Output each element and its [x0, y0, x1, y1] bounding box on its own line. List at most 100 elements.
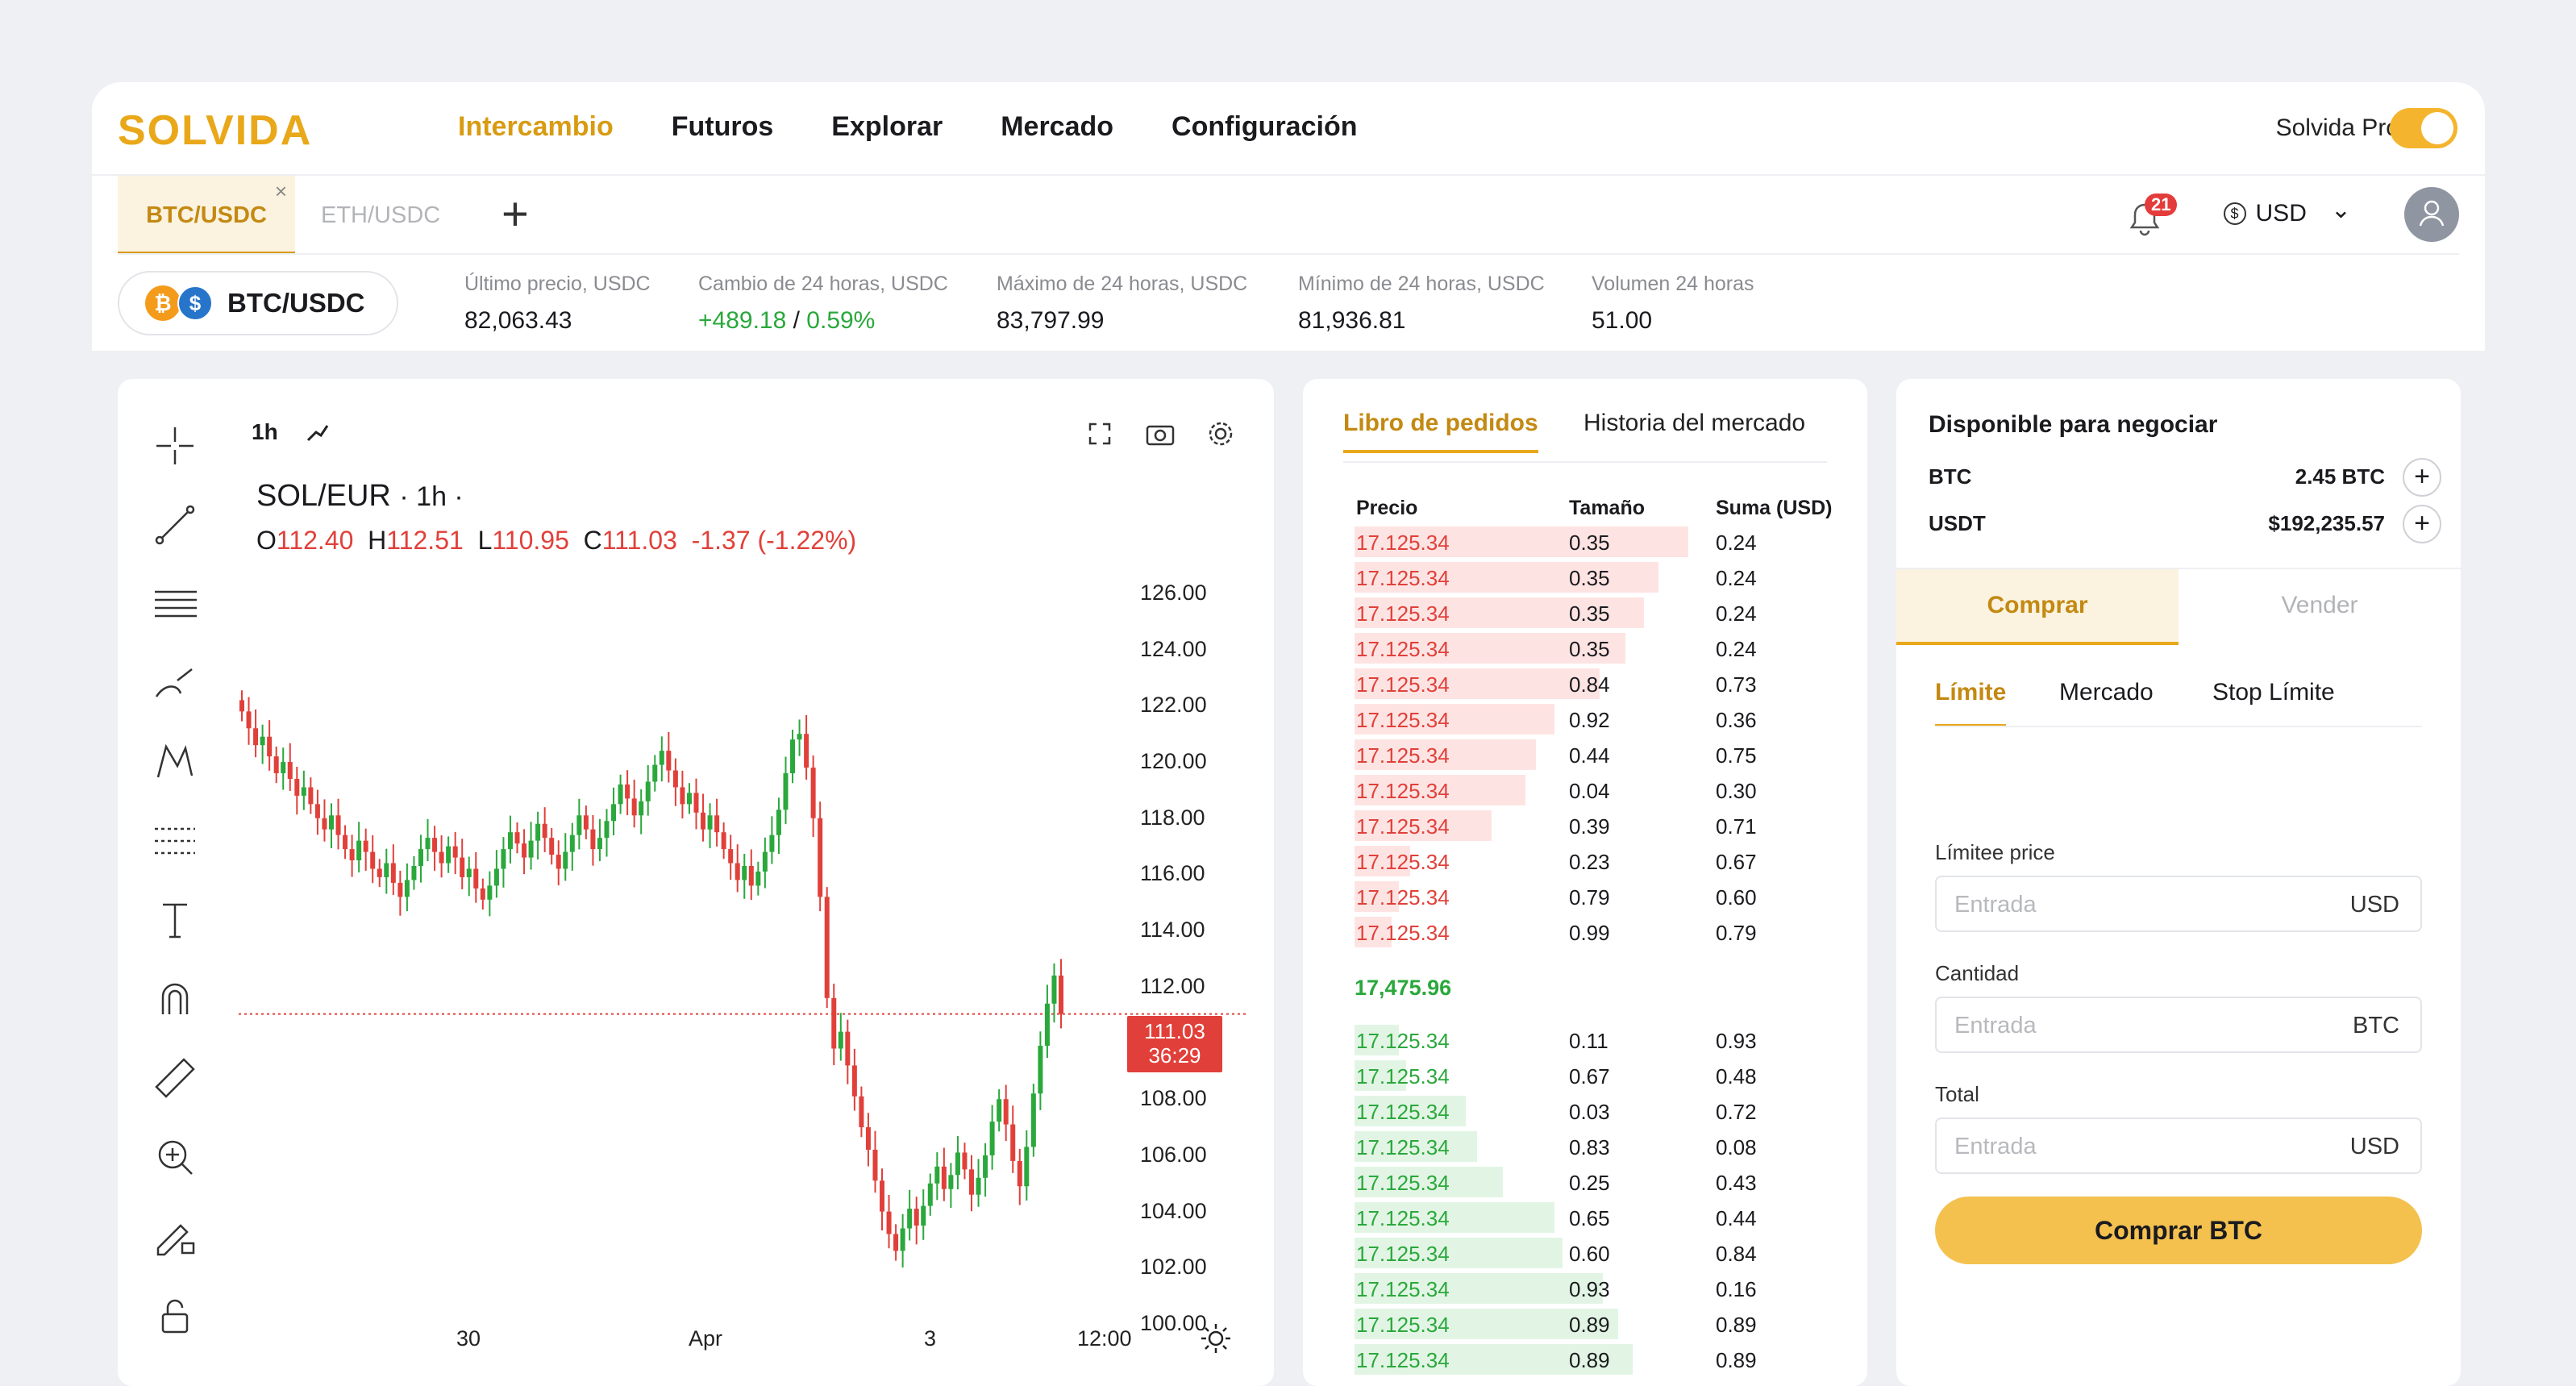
bid-row[interactable]: 17.125.34 0.65 0.44: [1343, 1201, 1835, 1234]
total-input[interactable]: [1954, 1130, 2309, 1163]
axis-settings-button[interactable]: [1198, 1321, 1234, 1360]
sell-tab[interactable]: Vender: [2281, 592, 2358, 618]
buy-btc-button[interactable]: Comprar BTC: [1935, 1197, 2422, 1264]
depth-bar: [1355, 1025, 1399, 1055]
order-type-stop-limit[interactable]: Stop Límite: [2212, 679, 2335, 705]
fullscreen-button[interactable]: [1085, 419, 1114, 454]
balance-amount: $192,235.57: [2268, 511, 2385, 535]
depth-bar: [1355, 1309, 1618, 1339]
ask-row[interactable]: 17.125.34 0.99 0.79: [1343, 916, 1835, 948]
pattern-tool[interactable]: [148, 735, 202, 789]
indicator-button[interactable]: [305, 419, 331, 451]
bid-row[interactable]: 17.125.34 0.03 0.72: [1343, 1095, 1835, 1127]
solvida-logo[interactable]: SOLVIDA: [118, 107, 313, 154]
bid-row[interactable]: 17.125.34 0.60 0.84: [1343, 1237, 1835, 1269]
chart-settings-button[interactable]: [1206, 419, 1235, 454]
candle: [1059, 959, 1063, 1029]
user-avatar[interactable]: [2404, 187, 2459, 242]
nav-mercado[interactable]: Mercado: [1001, 111, 1114, 142]
brush-tool[interactable]: [148, 656, 202, 710]
ask-row[interactable]: 17.125.34 0.35 0.24: [1343, 632, 1835, 664]
screenshot-button[interactable]: [1145, 419, 1176, 454]
pair-selector[interactable]: ₿ $ BTC/USDC: [118, 271, 398, 335]
zoom-tool[interactable]: [148, 1130, 202, 1184]
fib-tool[interactable]: [148, 577, 202, 631]
ask-row[interactable]: 17.125.34 0.84 0.73: [1343, 668, 1835, 700]
ohlc-close: 111.03: [601, 526, 677, 555]
row-price: 17.125.34: [1356, 1348, 1450, 1372]
bid-row[interactable]: 17.125.34 0.83 0.08: [1343, 1130, 1835, 1163]
divider: [118, 253, 2459, 255]
solvida-pro-toggle[interactable]: [2390, 108, 2457, 148]
row-sum: 0.24: [1716, 637, 1757, 661]
deposit-usdt-button[interactable]: +: [2403, 505, 2441, 543]
candle: [769, 816, 775, 864]
user-icon: [2419, 200, 2445, 227]
candle: [439, 835, 444, 878]
row-sum: 0.24: [1716, 566, 1757, 590]
ask-row[interactable]: 17.125.34 0.92 0.36: [1343, 703, 1835, 735]
ask-row[interactable]: 17.125.34 0.44 0.75: [1343, 739, 1835, 771]
candle: [631, 780, 637, 828]
ruler-tool[interactable]: [148, 1051, 202, 1105]
prediction-tool[interactable]: [148, 814, 202, 868]
ask-row[interactable]: 17.125.34 0.35 0.24: [1343, 597, 1835, 629]
col-header-sum: Suma (USD): [1716, 497, 1833, 519]
order-type-limit[interactable]: Límite: [1935, 679, 2007, 727]
limit-price-input[interactable]: [1954, 889, 2309, 921]
row-size: 0.04: [1569, 779, 1610, 803]
magnet-tool[interactable]: [148, 972, 202, 1026]
tab-order-book[interactable]: Libro de pedidos: [1343, 410, 1538, 453]
ask-row[interactable]: 17.125.34 0.35 0.24: [1343, 526, 1835, 558]
divider: [1935, 726, 2422, 727]
crosshair-tool[interactable]: [148, 419, 202, 472]
ask-row[interactable]: 17.125.34 0.23 0.67: [1343, 845, 1835, 877]
interval-selector[interactable]: 1h: [252, 419, 278, 444]
bid-row[interactable]: 17.125.34 0.11 0.93: [1343, 1024, 1835, 1056]
nav-explorar[interactable]: Explorar: [831, 111, 943, 142]
text-tool[interactable]: [148, 893, 202, 947]
tab-market-history[interactable]: Historia del mercado: [1583, 410, 1806, 436]
candlestick-chart[interactable]: [239, 524, 1246, 1330]
lock-drawing-tool[interactable]: [148, 1209, 202, 1263]
pattern-icon: [156, 743, 194, 778]
bid-row[interactable]: 17.125.34 0.93 0.16: [1343, 1272, 1835, 1305]
row-price: 17.125.34: [1356, 1313, 1450, 1337]
candle: [948, 1163, 954, 1209]
tab-eth-usdc[interactable]: ETH/USDC: [321, 202, 441, 228]
candle: [824, 887, 830, 1008]
nav-intercambio[interactable]: Intercambio: [458, 111, 614, 142]
ask-row[interactable]: 17.125.34 0.79 0.60: [1343, 880, 1835, 913]
quantity-input[interactable]: [1954, 1009, 2309, 1042]
buy-tab[interactable]: Comprar: [1896, 569, 2179, 645]
nav-configuracion[interactable]: Configuración: [1171, 111, 1358, 142]
tab-btc-usdc[interactable]: BTC/USDC ×: [118, 176, 295, 255]
add-tab-button[interactable]: +: [501, 188, 529, 240]
row-size: 0.99: [1569, 921, 1610, 945]
bid-row[interactable]: 17.125.34 0.67 0.48: [1343, 1059, 1835, 1092]
ask-row[interactable]: 17.125.34 0.35 0.24: [1343, 561, 1835, 593]
candle: [542, 807, 547, 852]
ask-row[interactable]: 17.125.34 0.04 0.30: [1343, 774, 1835, 806]
depth-bar: [1355, 917, 1392, 947]
y-tick-label: 124.00: [1140, 636, 1207, 661]
order-type-market[interactable]: Mercado: [2059, 679, 2154, 705]
row-size: 0.11: [1569, 1029, 1608, 1053]
depth-bar: [1355, 1131, 1477, 1162]
close-tab-icon[interactable]: ×: [274, 179, 287, 203]
trendline-tool[interactable]: [148, 498, 202, 551]
nav-futuros[interactable]: Futuros: [671, 111, 774, 142]
row-price: 17.125.34: [1356, 850, 1450, 874]
depth-bar: [1355, 739, 1536, 770]
unlock-tool[interactable]: [148, 1288, 202, 1342]
notifications-button[interactable]: 21: [2120, 194, 2178, 243]
deposit-btc-button[interactable]: +: [2403, 458, 2441, 497]
currency-selector[interactable]: $ USD ⌄: [2223, 197, 2351, 227]
bid-row[interactable]: 17.125.34 0.89 0.89: [1343, 1308, 1835, 1340]
candle: [281, 747, 286, 790]
candle: [1024, 1130, 1030, 1201]
ask-row[interactable]: 17.125.34 0.39 0.71: [1343, 810, 1835, 842]
bid-row[interactable]: 17.125.34 0.89 0.89: [1343, 1343, 1835, 1376]
candle: [528, 822, 534, 870]
bid-row[interactable]: 17.125.34 0.25 0.43: [1343, 1166, 1835, 1198]
